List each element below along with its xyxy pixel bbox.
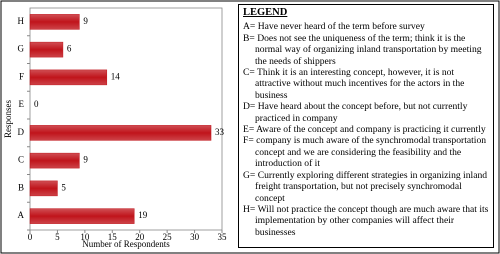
data-label: 33 — [215, 127, 225, 137]
legend-title: LEGEND — [243, 7, 288, 18]
data-label: 19 — [138, 210, 148, 220]
x-tick-label: 5 — [55, 232, 60, 242]
y-tick-label: A — [18, 210, 25, 220]
data-label: 9 — [83, 155, 88, 165]
legend-item: A= Have never heard of the term before s… — [243, 21, 425, 33]
y-tick-label: F — [19, 71, 24, 81]
legend-item: F= company is much aware of the synchrom… — [243, 135, 487, 170]
bar — [29, 41, 64, 58]
y-axis-label: Responses — [3, 100, 13, 138]
y-tick-label: D — [18, 127, 25, 137]
data-label: 14 — [111, 71, 121, 81]
legend-item: H= Will not practice the concept though … — [243, 203, 489, 238]
data-label: 6 — [67, 44, 72, 54]
bar — [29, 180, 58, 197]
bar — [29, 208, 135, 224]
legend-item: C= Think it is an interesting concept, h… — [243, 67, 465, 101]
x-tick-label: 25 — [163, 232, 173, 242]
bar — [29, 152, 80, 169]
bar — [29, 14, 80, 30]
legend-item: E= Aware of the concept and company is p… — [243, 124, 486, 136]
y-tick-label: B — [18, 182, 24, 192]
data-label: 9 — [83, 16, 88, 26]
x-tick-label: 20 — [135, 232, 145, 242]
legend-item: D= Have heard about the concept before, … — [243, 101, 468, 124]
legend-box: LEGEND A= Have never heard of the term b… — [238, 4, 494, 248]
x-axis-label: Number of Respondents — [82, 239, 170, 249]
x-tick-label: 15 — [108, 232, 118, 242]
plot-frame — [29, 7, 223, 231]
legend-item: G= Currently exploring different strateg… — [243, 169, 488, 204]
y-tick-label: C — [18, 155, 24, 165]
x-tick-label: 0 — [28, 232, 33, 242]
y-tick-label: G — [18, 44, 25, 54]
x-tick-label: 35 — [218, 232, 228, 242]
x-tick-label: 30 — [190, 232, 200, 242]
x-tick-label: 10 — [80, 232, 90, 242]
legend-item: B= Does not see the uniqueness of the te… — [243, 32, 482, 67]
y-tick-label: H — [18, 16, 25, 26]
data-label: 0 — [34, 99, 39, 109]
y-tick-label: E — [19, 99, 25, 109]
bar — [29, 125, 212, 141]
data-label: 5 — [61, 182, 66, 192]
bar — [29, 69, 108, 86]
